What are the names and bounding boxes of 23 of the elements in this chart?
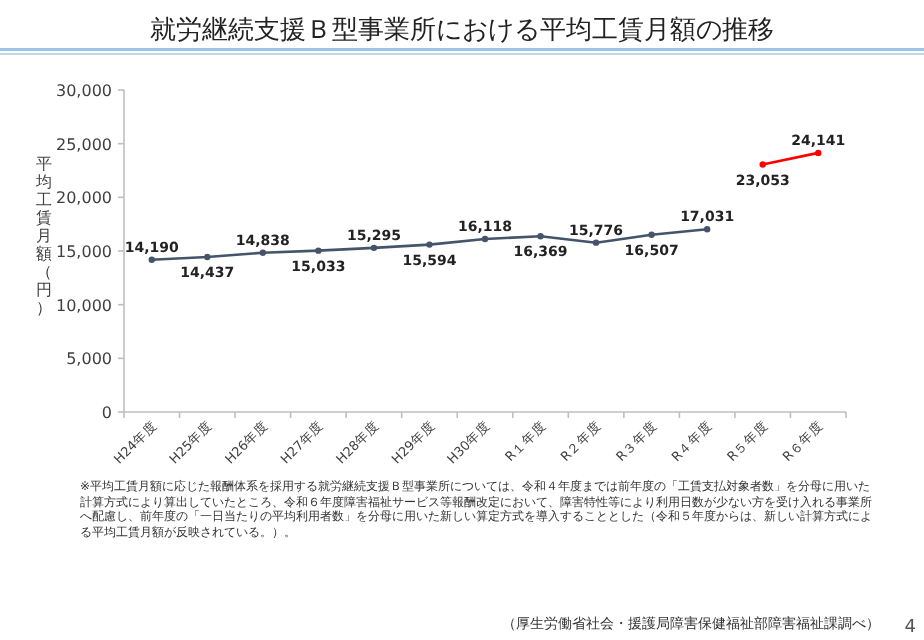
y-tick-label: 0 [101,404,112,422]
text: 平均工賃月額（円） [36,155,52,317]
point [592,239,600,246]
point [204,253,211,261]
point [648,231,655,239]
point [537,233,544,240]
y-tick-label: 30,000 [56,82,112,100]
point [815,149,822,157]
y-tick-label: 15,000 [56,243,112,261]
point [426,241,433,248]
point [759,161,766,168]
point [370,244,378,252]
point [259,249,267,256]
y-tick-label: 20,000 [56,189,112,208]
point [148,256,155,263]
point [481,235,489,243]
point [703,226,711,233]
y-tick-label: 5,000 [66,350,112,369]
chart-title: 就労継続支援Ｂ型事業所における平均工賃月額の推移 [150,16,774,46]
text: 4 [904,618,917,638]
y-tick-label: 10,000 [56,296,112,315]
point [315,247,322,254]
y-tick-label: 25,000 [56,135,112,154]
